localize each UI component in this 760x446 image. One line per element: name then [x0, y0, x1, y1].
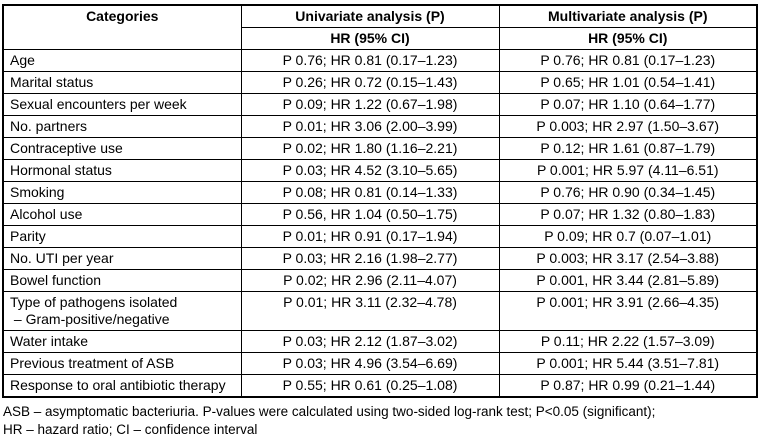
category-cell: Sexual encounters per week [2, 93, 242, 116]
univariate-value-cell: P 0.26; HR 0.72 (0.15–1.43) [240, 71, 500, 94]
table-row: No. UTI per year P 0.03; HR 2.16 (1.98–2… [2, 247, 758, 270]
univariate-value-cell: P 0.55; HR 0.61 (0.25–1.08) [240, 374, 500, 398]
univariate-value-cell: P 0.03; HR 2.16 (1.98–2.77) [240, 247, 500, 270]
multivariate-value-cell: P 0.12; HR 1.61 (0.87–1.79) [498, 137, 758, 160]
category-cell: Water intake [2, 330, 242, 353]
multivariate-value-cell: P 0.001; HR 5.44 (3.51–7.81) [498, 352, 758, 375]
table-row: No. partners P 0.01; HR 3.06 (2.00–3.99)… [2, 115, 758, 138]
category-cell: Type of pathogens isolated – Gram-positi… [2, 291, 242, 331]
category-cell: Previous treatment of ASB [2, 352, 242, 375]
table-row: Type of pathogens isolated – Gram-positi… [2, 291, 758, 331]
multivariate-value-cell: P 0.09; HR 0.7 (0.07–1.01) [498, 225, 758, 248]
multivariate-value-cell: P 0.001, HR 3.44 (2.81–5.89) [498, 269, 758, 292]
header-row-1: Categories Univariate analysis (P) Multi… [2, 4, 758, 50]
univariate-value-cell: P 0.08; HR 0.81 (0.14–1.33) [240, 181, 500, 204]
category-cell: Contraceptive use [2, 137, 242, 160]
multivariate-value-cell: P 0.003; HR 2.97 (1.50–3.67) [498, 115, 758, 138]
univariate-value-cell: P 0.01; HR 3.11 (2.32–4.78) [240, 291, 500, 331]
table-row: Hormonal status P 0.03; HR 4.52 (3.10–5.… [2, 159, 758, 182]
multivariate-value-cell: P 0.07; HR 1.32 (0.80–1.83) [498, 203, 758, 226]
multivariate-value-cell: P 0.76; HR 0.81 (0.17–1.23) [498, 49, 758, 72]
multivariate-value-cell: P 0.65; HR 1.01 (0.54–1.41) [498, 71, 758, 94]
table-row: Response to oral antibiotic therapy P 0.… [2, 374, 758, 398]
table-row: Water intake P 0.03; HR 2.12 (1.87–3.02)… [2, 330, 758, 353]
footnote-line: ASB – asymptomatic bacteriuria. P-values… [3, 404, 656, 419]
table-row: Sexual encounters per week P 0.09; HR 1.… [2, 93, 758, 116]
univariate-value-cell: P 0.02; HR 1.80 (1.16–2.21) [240, 137, 500, 160]
univariate-value-cell: P 0.02; HR 2.96 (2.11–4.07) [240, 269, 500, 292]
table-row: Contraceptive use P 0.02; HR 1.80 (1.16–… [2, 137, 758, 160]
footnotes: ASB – asymptomatic bacteriuria. P-values… [2, 403, 758, 439]
category-cell: Hormonal status [2, 159, 242, 182]
univariate-value-cell: P 0.03; HR 4.52 (3.10–5.65) [240, 159, 500, 182]
category-cell: Smoking [2, 181, 242, 204]
table-row: Bowel function P 0.02; HR 2.96 (2.11–4.0… [2, 269, 758, 292]
table-header: Categories Univariate analysis (P) Multi… [2, 4, 758, 50]
table-row: Alcohol use P 0.56, HR 1.04 (0.50–1.75) … [2, 203, 758, 226]
column-header-categories: Categories [2, 4, 242, 50]
multivariate-value-cell: P 0.07; HR 1.10 (0.64–1.77) [498, 93, 758, 116]
table-row: Previous treatment of ASB P 0.03; HR 4.9… [2, 352, 758, 375]
multivariate-value-cell: P 0.76; HR 0.90 (0.34–1.45) [498, 181, 758, 204]
column-header-multivariate: Multivariate analysis (P) [498, 4, 758, 28]
category-cell: Bowel function [2, 269, 242, 292]
category-cell: Parity [2, 225, 242, 248]
subheader-univariate-hr-ci: HR (95% CI) [240, 27, 500, 50]
univariate-value-cell: P 0.01; HR 0.91 (0.17–1.94) [240, 225, 500, 248]
univariate-value-cell: P 0.03; HR 4.96 (3.54–6.69) [240, 352, 500, 375]
univariate-value-cell: P 0.03; HR 2.12 (1.87–3.02) [240, 330, 500, 353]
category-cell: Marital status [2, 71, 242, 94]
category-cell: No. UTI per year [2, 247, 242, 270]
subheader-multivariate-hr-ci: HR (95% CI) [498, 27, 758, 50]
univariate-value-cell: P 0.09; HR 1.22 (0.67–1.98) [240, 93, 500, 116]
table-row: Marital status P 0.26; HR 0.72 (0.15–1.4… [2, 71, 758, 94]
category-cell: Alcohol use [2, 203, 242, 226]
multivariate-value-cell: P 0.001; HR 5.97 (4.11–6.51) [498, 159, 758, 182]
univariate-value-cell: P 0.56, HR 1.04 (0.50–1.75) [240, 203, 500, 226]
table-row: Age P 0.76; HR 0.81 (0.17–1.23) P 0.76; … [2, 49, 758, 72]
category-cell: Response to oral antibiotic therapy [2, 374, 242, 398]
table-row: Smoking P 0.08; HR 0.81 (0.14–1.33) P 0.… [2, 181, 758, 204]
table-body: Age P 0.76; HR 0.81 (0.17–1.23) P 0.76; … [2, 49, 758, 398]
multivariate-value-cell: P 0.87; HR 0.99 (0.21–1.44) [498, 374, 758, 398]
univariate-value-cell: P 0.76; HR 0.81 (0.17–1.23) [240, 49, 500, 72]
multivariate-value-cell: P 0.11; HR 2.22 (1.57–3.09) [498, 330, 758, 353]
univariate-value-cell: P 0.01; HR 3.06 (2.00–3.99) [240, 115, 500, 138]
category-cell: No. partners [2, 115, 242, 138]
multivariate-value-cell: P 0.001; HR 3.91 (2.66–4.35) [498, 291, 758, 331]
multivariate-value-cell: P 0.003; HR 3.17 (2.54–3.88) [498, 247, 758, 270]
analysis-table: Categories Univariate analysis (P) Multi… [2, 4, 758, 398]
category-cell: Age [2, 49, 242, 72]
footnote-line: HR – hazard ratio; CI – confidence inter… [3, 422, 258, 437]
table-row: Parity P 0.01; HR 0.91 (0.17–1.94) P 0.0… [2, 225, 758, 248]
column-header-univariate: Univariate analysis (P) [240, 4, 500, 28]
